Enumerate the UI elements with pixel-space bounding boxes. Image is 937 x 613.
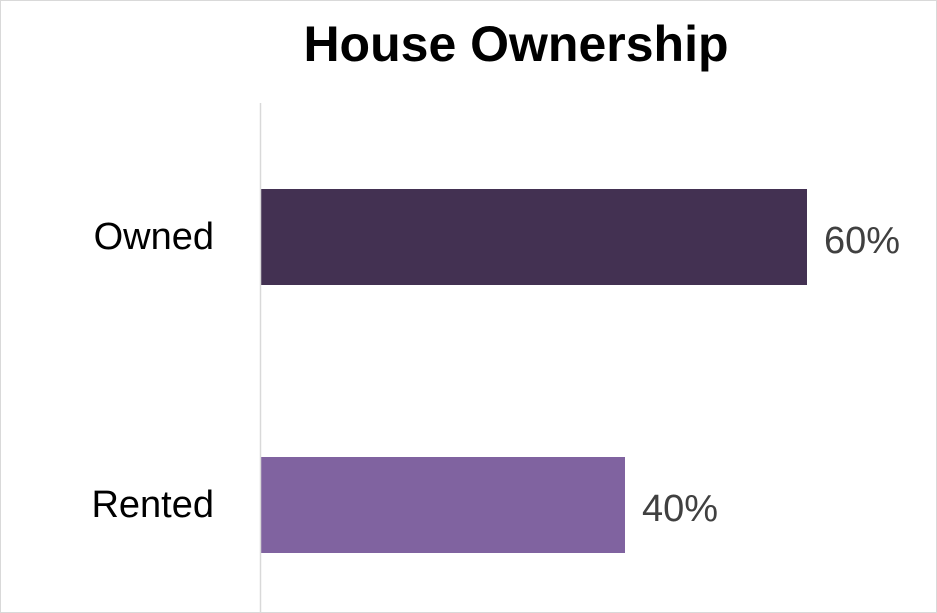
bar-owned: [261, 189, 807, 285]
data-label-owned: 60%: [824, 220, 900, 262]
category-label-owned: Owned: [94, 216, 214, 258]
data-label-rented: 40%: [642, 488, 718, 530]
bar-rented: [261, 457, 625, 553]
category-label-rented: Rented: [91, 484, 214, 526]
